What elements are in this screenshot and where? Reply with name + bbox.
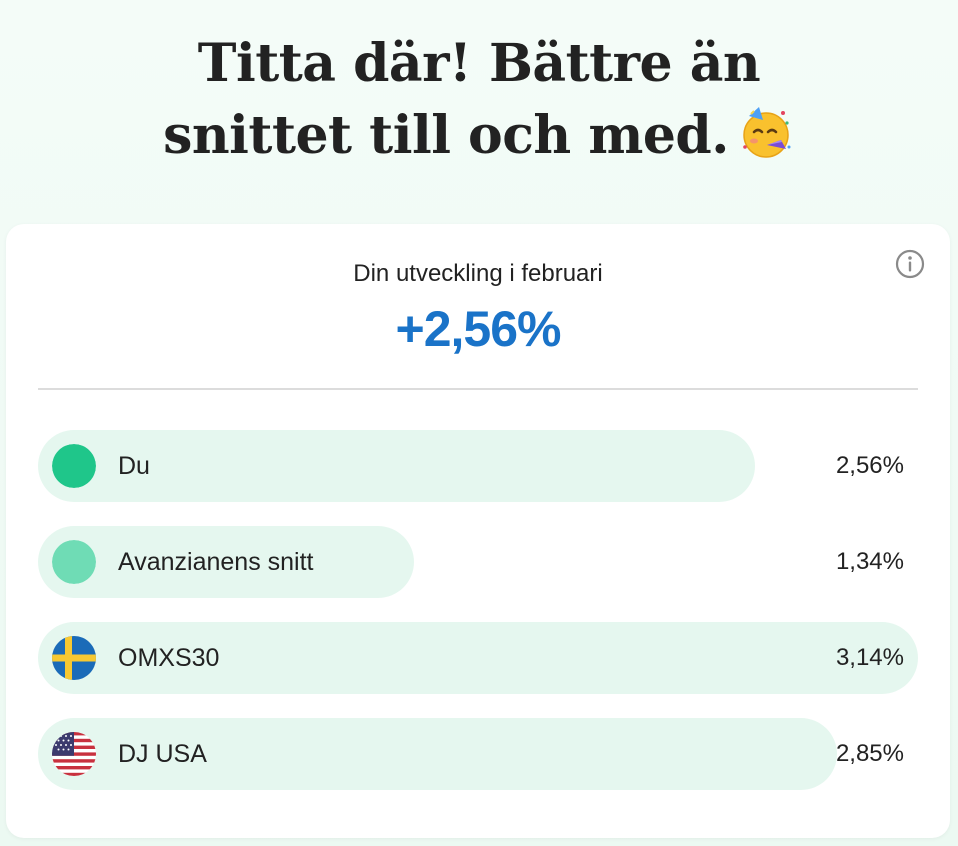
headline-line-1: Titta där! Bättre än (197, 33, 761, 94)
total-return-value: +2,56% (395, 301, 562, 357)
period-label: Din utveckling i februari (353, 260, 603, 287)
row-label: Du (118, 452, 150, 480)
info-icon (895, 249, 925, 279)
comparison-bar (38, 430, 755, 502)
divider (38, 388, 918, 390)
performance-card: Din utveckling i februari +2,56% Du 2,56… (6, 224, 950, 838)
usa-flag-icon (52, 732, 96, 776)
row-label: OMXS30 (118, 644, 220, 672)
comparison-row-avanza-average: Avanzianens snitt 1,34% (38, 526, 918, 598)
headline-line-2: snittet till och med. (163, 105, 729, 166)
row-label: Avanzianens snitt (118, 548, 314, 576)
row-value: 3,14% (835, 644, 904, 671)
headline: Titta där! Bättre än snittet till och me… (0, 28, 958, 172)
comparison-row-dj-usa: DJ USA 2,85% (38, 718, 918, 790)
comparison-bar (38, 718, 837, 790)
light-green-dot-icon (52, 540, 96, 584)
row-label: DJ USA (118, 740, 207, 768)
partying-face-emoji-icon (737, 103, 795, 161)
sweden-flag-icon (52, 636, 96, 680)
comparison-row-omxs30: OMXS30 3,14% (38, 622, 918, 694)
comparison-bar (38, 526, 414, 598)
headline-line-2-wrap: snittet till och med. (0, 100, 958, 172)
green-dot-icon (52, 444, 96, 488)
info-button[interactable] (894, 248, 926, 280)
comparison-row-you: Du 2,56% (38, 430, 918, 502)
row-value: 2,56% (835, 452, 904, 479)
row-value: 2,85% (835, 740, 904, 767)
row-value: 1,34% (835, 548, 904, 575)
comparison-bar (38, 622, 918, 694)
